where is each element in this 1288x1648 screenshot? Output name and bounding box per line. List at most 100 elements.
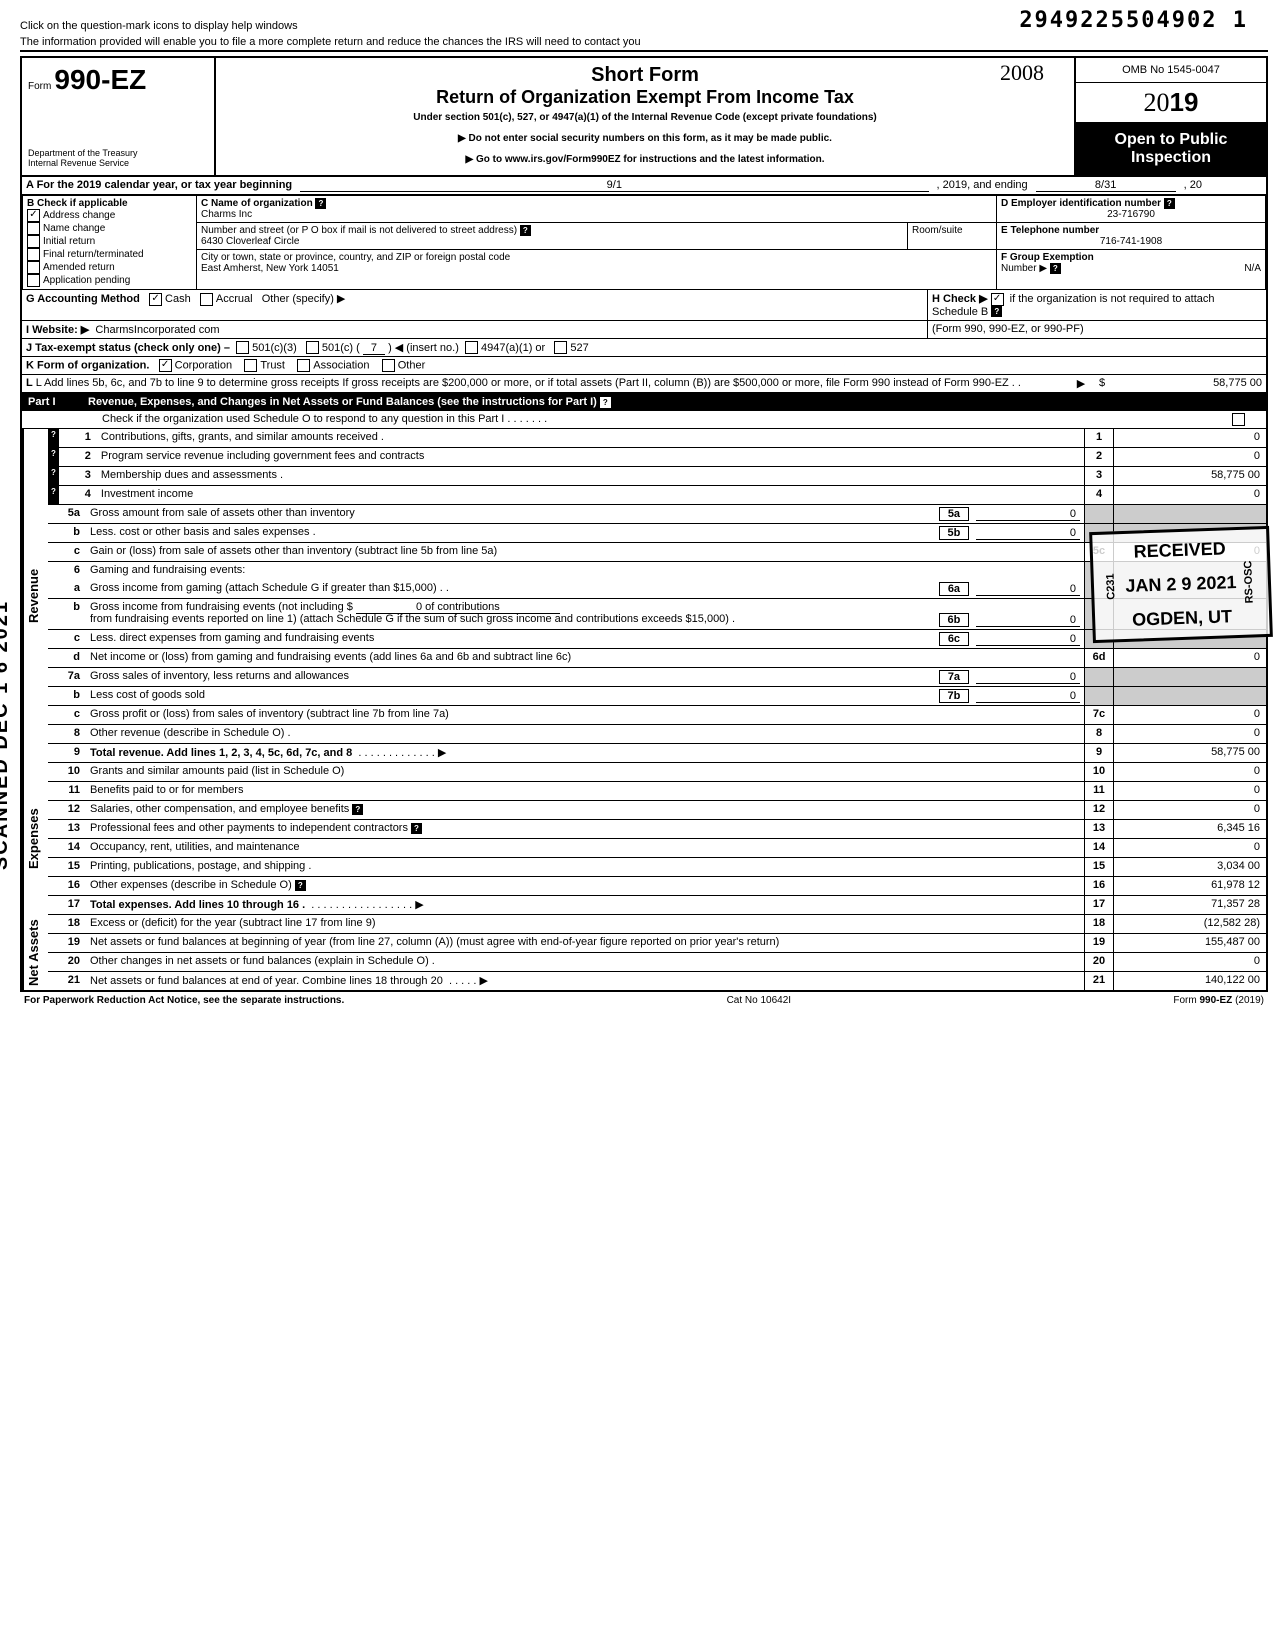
- ln15-num: 15: [48, 858, 86, 876]
- chk-assoc[interactable]: [297, 359, 310, 372]
- part-1-header: Part I Revenue, Expenses, and Changes in…: [22, 393, 1266, 411]
- ln16-num: 16: [48, 877, 86, 895]
- lbl-501c-b: ) ◀ (insert no.): [388, 342, 459, 354]
- ln5b-box: 5b: [939, 526, 969, 540]
- line-a-begin[interactable]: 9/1: [300, 179, 928, 192]
- chk-app-pending[interactable]: [27, 274, 40, 287]
- chk-501c[interactable]: [306, 341, 319, 354]
- line-l-arrow: ▶: [1067, 375, 1095, 392]
- chk-h[interactable]: [991, 293, 1004, 306]
- ln6b-desc2: from fundraising events reported on line…: [90, 613, 735, 625]
- help-icon[interactable]: ?: [991, 306, 1002, 317]
- ln14-desc: Occupancy, rent, utilities, and maintena…: [86, 839, 1084, 857]
- line-a-end1[interactable]: 8/31: [1036, 179, 1176, 192]
- ln4-amt: 0: [1114, 486, 1266, 504]
- stamp-date: JAN 2 9 2021: [1125, 570, 1237, 599]
- line-5b: b Less. cost or other basis and sales ex…: [48, 524, 1266, 543]
- org-name: Charms Inc: [201, 209, 252, 220]
- ln3-amt: 58,775 00: [1114, 467, 1266, 485]
- line-6a: a Gross income from gaming (attach Sched…: [48, 580, 1266, 599]
- ln12-amt: 0: [1114, 801, 1266, 819]
- ln12-num: 12: [48, 801, 86, 819]
- ln5b-desc: Less. cost or other basis and sales expe…: [90, 526, 316, 538]
- ln9-amt: 58,775 00: [1114, 744, 1266, 762]
- ln16-box: 16: [1084, 877, 1114, 895]
- received-stamp: RECEIVED C231 JAN 2 9 2021 RS-OSC OGDEN,…: [1089, 526, 1273, 643]
- ln8-amt: 0: [1114, 725, 1266, 743]
- chk-4947[interactable]: [465, 341, 478, 354]
- chk-initial-return[interactable]: [27, 235, 40, 248]
- chk-cash[interactable]: [149, 293, 162, 306]
- chk-accrual[interactable]: [200, 293, 213, 306]
- help-icon[interactable]: ?: [352, 804, 363, 815]
- line-l-dollar: $: [1095, 375, 1118, 392]
- chk-527[interactable]: [554, 341, 567, 354]
- lbl-accrual: Accrual: [216, 293, 253, 305]
- ln1-num: 1: [59, 429, 97, 447]
- ln16-amt: 61,978 12: [1114, 877, 1266, 895]
- ln2-amt: 0: [1114, 448, 1266, 466]
- ln6b-desc1: Gross income from fundraising events (no…: [90, 601, 353, 613]
- help-icon[interactable]: ?: [48, 429, 59, 447]
- box-f-label: F Group Exemption: [1001, 252, 1094, 263]
- box-f-num: Number ▶: [1001, 263, 1047, 274]
- box-d-label: D Employer identification number: [1001, 198, 1161, 209]
- lbl-address-change: Address change: [43, 210, 115, 221]
- help-icon[interactable]: ?: [48, 467, 59, 485]
- ln8-desc: Other revenue (describe in Schedule O) .: [86, 725, 1084, 743]
- ln6b-box: 6b: [939, 613, 969, 627]
- chk-address-change[interactable]: [27, 209, 40, 222]
- line-1: ? 1 Contributions, gifts, grants, and si…: [48, 429, 1266, 448]
- chk-other-org[interactable]: [382, 359, 395, 372]
- ln19-amt: 155,487 00: [1114, 934, 1266, 952]
- help-icon[interactable]: ?: [48, 448, 59, 466]
- footer-right: Form 990-EZ (2019): [1173, 995, 1264, 1006]
- form-word: Form: [28, 81, 51, 92]
- help-icon[interactable]: ?: [315, 198, 326, 209]
- ln5a-desc: Gross amount from sale of assets other t…: [90, 507, 355, 519]
- chk-trust[interactable]: [244, 359, 257, 372]
- city-value: East Amherst, New York 14051: [201, 263, 339, 274]
- chk-corp[interactable]: [159, 359, 172, 372]
- ln15-amt: 3,034 00: [1114, 858, 1266, 876]
- section-revenue: Revenue: [22, 429, 48, 763]
- ln6d-num: d: [48, 649, 86, 667]
- lbl-initial-return: Initial return: [43, 236, 95, 247]
- ln7a-num: 7a: [48, 668, 86, 686]
- form-header: Form 990-EZ Department of the Treasury I…: [22, 58, 1266, 177]
- ln13-desc: Professional fees and other payments to …: [90, 822, 408, 834]
- lbl-trust: Trust: [260, 360, 285, 372]
- chk-sched-o[interactable]: [1232, 413, 1245, 426]
- chk-name-change[interactable]: [27, 222, 40, 235]
- help-icon[interactable]: ?: [600, 397, 611, 408]
- help-icon[interactable]: ?: [1164, 198, 1175, 209]
- lbl-name-change: Name change: [43, 223, 105, 234]
- help-icon[interactable]: ?: [295, 880, 306, 891]
- help-icon[interactable]: ?: [411, 823, 422, 834]
- ln11-box: 11: [1084, 782, 1114, 800]
- chk-final-return[interactable]: [27, 248, 40, 261]
- chk-501c3[interactable]: [236, 341, 249, 354]
- lbl-501c3: 501(c)(3): [252, 342, 297, 354]
- line-21: 21 Net assets or fund balances at end of…: [48, 972, 1266, 990]
- help-icon[interactable]: ?: [48, 486, 59, 504]
- ln21-desc: Net assets or fund balances at end of ye…: [90, 975, 443, 987]
- ln6b-boxamt: 0: [976, 614, 1080, 627]
- help-icon[interactable]: ?: [520, 225, 531, 236]
- ln10-box: 10: [1084, 763, 1114, 781]
- ln6a-desc: Gross income from gaming (attach Schedul…: [90, 582, 449, 594]
- help-icon[interactable]: ?: [1050, 263, 1061, 274]
- ln7a-box: 7a: [939, 670, 969, 684]
- line-h-label: H Check ▶: [932, 293, 988, 305]
- line-11: 11 Benefits paid to or for members 11 0: [48, 782, 1266, 801]
- ln10-desc: Grants and similar amounts paid (list in…: [86, 763, 1084, 781]
- 501c-insert[interactable]: 7: [363, 342, 385, 355]
- ln7b-num: b: [48, 687, 86, 705]
- line-10: 10 Grants and similar amounts paid (list…: [48, 763, 1266, 782]
- lbl-app-pending: Application pending: [43, 275, 130, 286]
- barcode-text: 2949225504902 1: [1019, 8, 1248, 33]
- phone-value: 716-741-1908: [1001, 236, 1261, 247]
- chk-amended[interactable]: [27, 261, 40, 274]
- dept-line-2: Internal Revenue Service: [28, 159, 208, 169]
- ln7b-box: 7b: [939, 689, 969, 703]
